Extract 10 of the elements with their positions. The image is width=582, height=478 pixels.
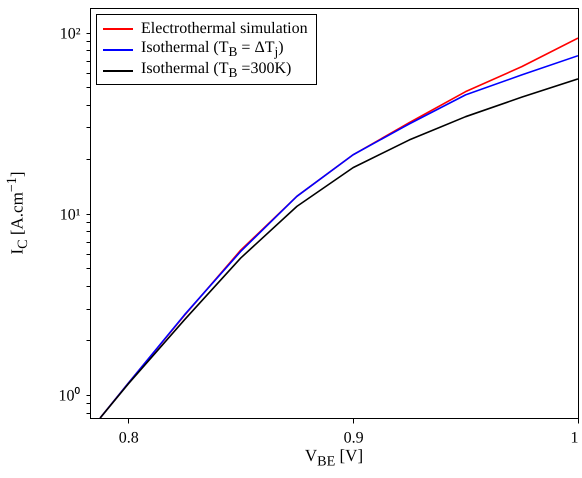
legend-label: Electrothermal simulation: [141, 20, 308, 38]
y-tick-label: 10¹: [60, 206, 81, 224]
x-tick-label: 0.8: [118, 430, 139, 446]
x-tick-label: 0.9: [344, 430, 364, 446]
y-tick-label: 10⁰: [58, 386, 80, 404]
x-axis-title: V$_{BE}$ [V]: [304, 446, 364, 470]
legend-label: Isothermal (T$_{B}$ =300K): [141, 60, 292, 82]
y-tick-label: 10²: [60, 25, 81, 42]
x-tick-label: 1: [570, 430, 578, 446]
legend-label: Isothermal (T$_{B}$ = ΔT$_{j}$): [141, 38, 284, 60]
